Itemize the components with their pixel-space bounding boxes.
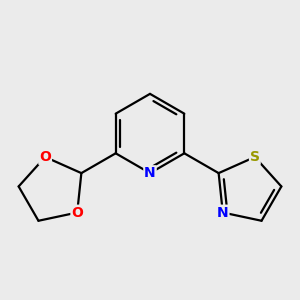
Text: N: N	[144, 166, 156, 180]
Text: N: N	[217, 206, 229, 220]
Text: O: O	[39, 150, 51, 164]
Text: O: O	[71, 206, 83, 220]
Text: S: S	[250, 150, 260, 164]
